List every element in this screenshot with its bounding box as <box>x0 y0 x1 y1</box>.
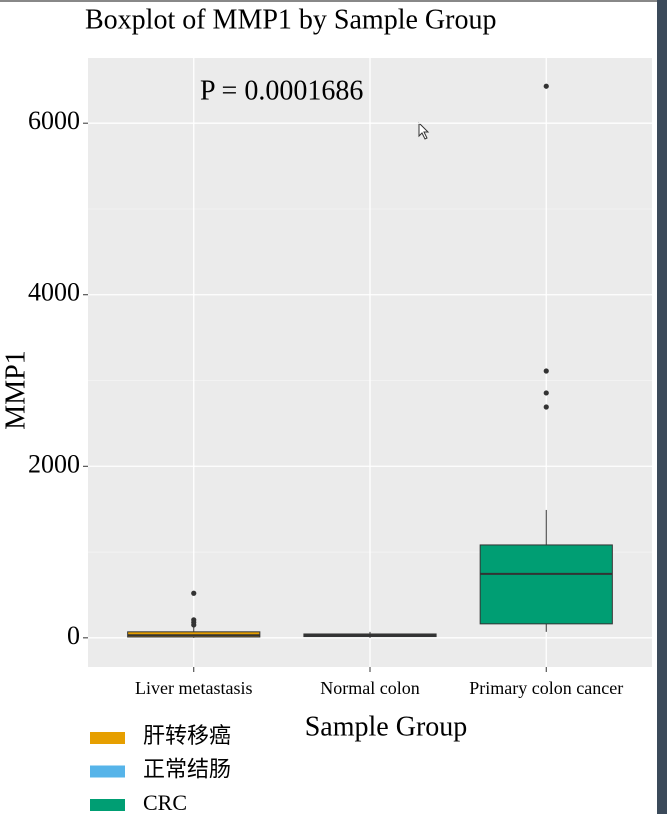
outlier <box>191 617 197 623</box>
outlier <box>543 83 549 89</box>
legend-label: 正常结肠 <box>143 757 231 782</box>
legend-swatch <box>90 765 125 778</box>
y-tick-label: 0 <box>67 621 80 650</box>
legend-label: CRC <box>143 790 187 814</box>
legend-swatch <box>90 799 125 811</box>
chart-title: Boxplot of MMP1 by Sample Group <box>85 4 496 35</box>
box <box>479 544 613 625</box>
x-axis-title: Sample Group <box>305 711 468 742</box>
y-tick-label: 6000 <box>28 106 80 135</box>
window-border <box>657 0 667 814</box>
y-tick-label: 4000 <box>28 278 80 307</box>
outlier <box>543 368 549 374</box>
outlier <box>543 390 549 396</box>
outlier <box>543 404 549 410</box>
outlier <box>191 590 197 596</box>
legend-label: 肝转移癌 <box>143 723 231 748</box>
annotation: P = 0.0001686 <box>200 75 363 106</box>
y-tick-label: 2000 <box>28 449 80 478</box>
cursor <box>418 121 430 140</box>
legend-swatch <box>90 732 125 744</box>
x-tick-label: Primary colon cancer <box>469 678 623 698</box>
x-tick-label: Normal colon <box>320 678 419 698</box>
y-axis-title: MMP1 <box>0 350 31 429</box>
x-tick-label: Liver metastasis <box>135 678 252 698</box>
